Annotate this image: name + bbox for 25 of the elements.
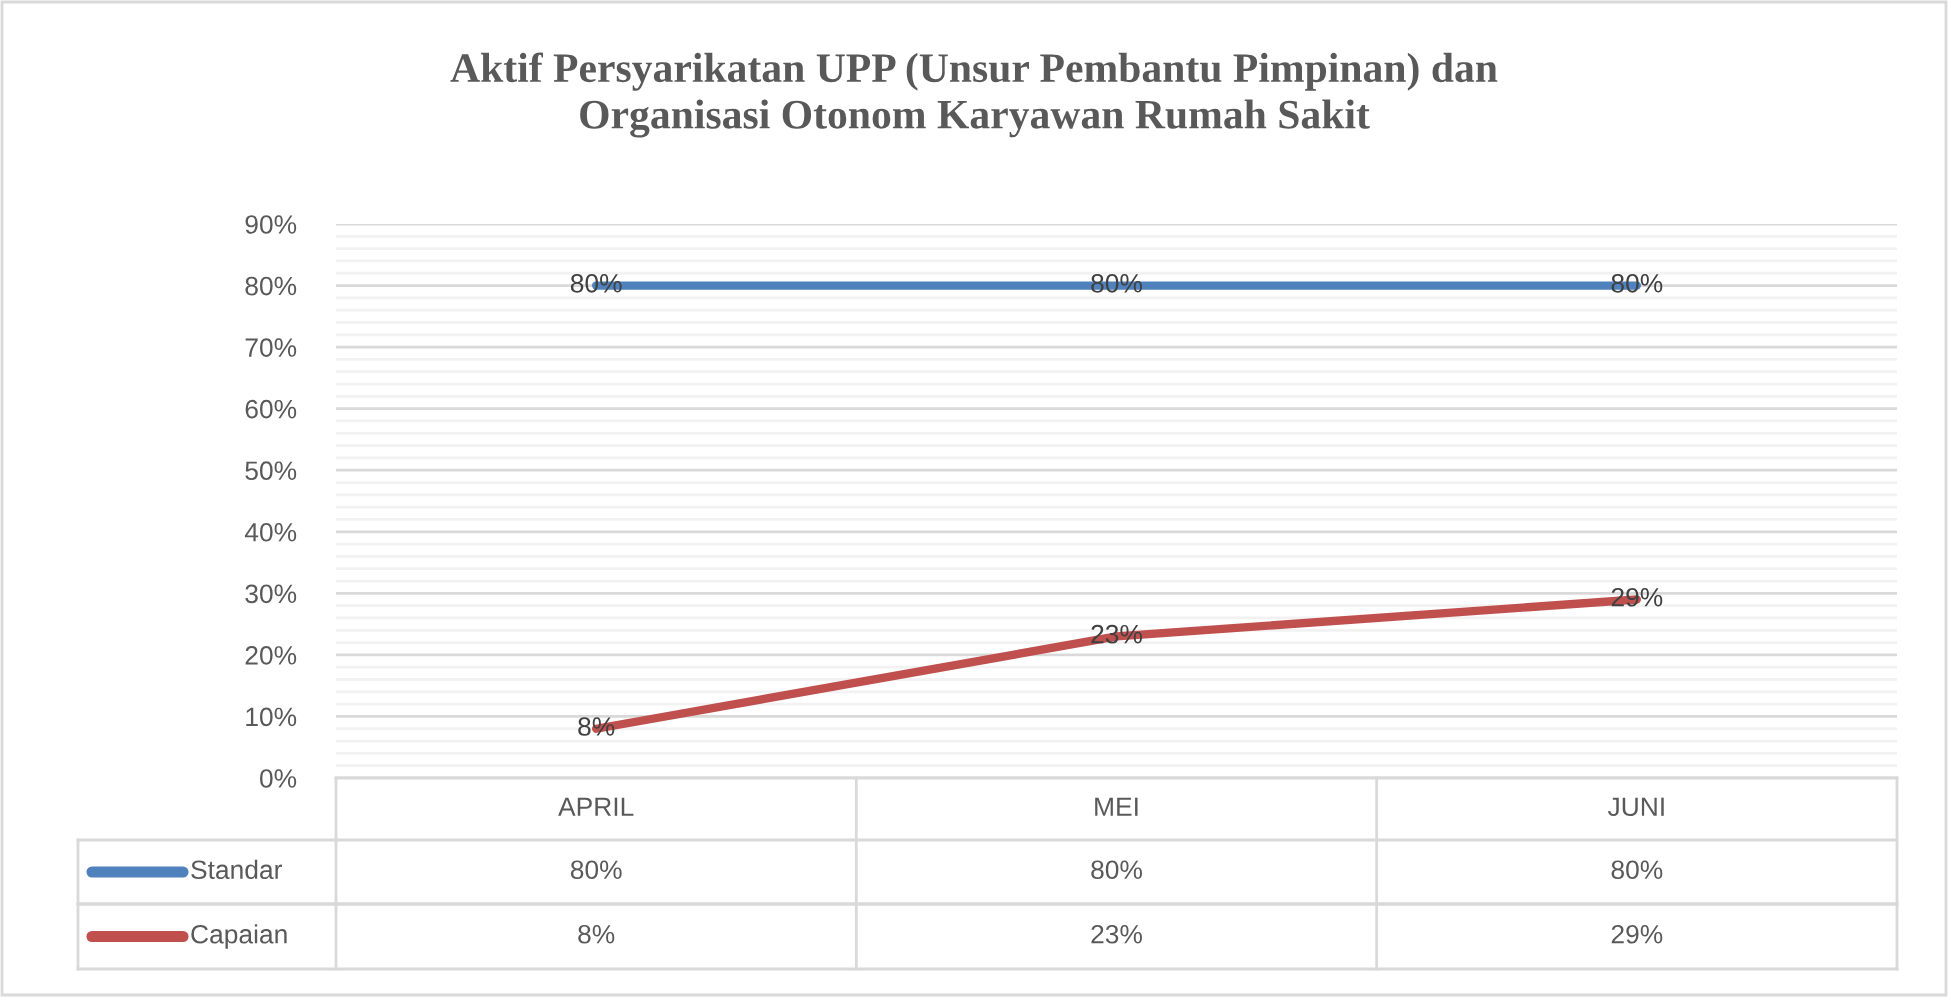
y-tick-label: 20%	[245, 646, 297, 665]
legend-label: Standar	[191, 859, 282, 880]
data-label: 29%	[1611, 924, 1663, 944]
y-tick-label: 40%	[244, 522, 297, 542]
x-tick-label: APRIL	[558, 797, 634, 816]
text: 80%	[1611, 273, 1663, 293]
x-tick-label: JUNI	[1607, 797, 1664, 817]
data-label: 80%	[570, 860, 622, 880]
text: 29%	[1611, 587, 1663, 607]
y-tick-label: 30%	[245, 584, 297, 604]
legend-label: Capaian	[191, 924, 287, 949]
data-label: 8%	[578, 924, 615, 944]
data-label: 80%	[1091, 860, 1142, 880]
y-tick-label: 80%	[245, 276, 297, 296]
chart-title: Aktif Persyarikatan UPP (Unsur Pembantu Pimpinan) dan Organisasi Otonom Karyawan Rumah Sakit	[450, 52, 1498, 138]
data-label: 23%	[1091, 924, 1142, 944]
y-tick-label: 90%	[245, 215, 297, 234]
y-tick-label: 60%	[245, 399, 297, 419]
x-tick-label: MEI	[1095, 797, 1138, 816]
text: 80%	[570, 273, 622, 293]
y-tick-label: 10%	[246, 707, 297, 727]
y-tick-label: 70%	[245, 338, 297, 357]
data-label: 80%	[1611, 860, 1663, 880]
y-tick-label: 50%	[245, 461, 297, 481]
y-tick-label: 0%	[260, 769, 297, 788]
